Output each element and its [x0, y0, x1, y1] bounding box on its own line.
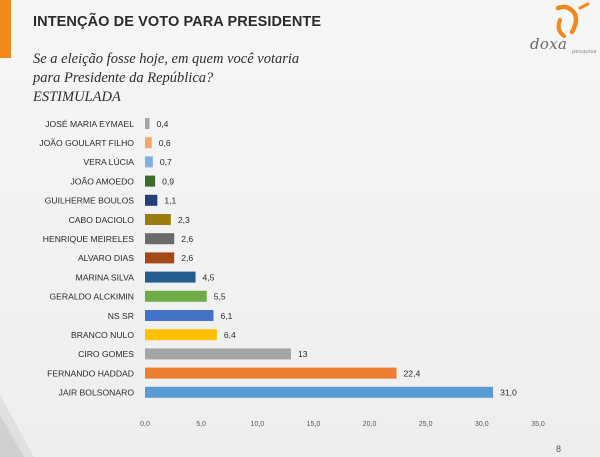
bars: [145, 118, 494, 398]
x-tick-label: 5,0: [196, 421, 206, 428]
category-label: GERALDO ALCKIMIN: [49, 292, 134, 302]
category-label: JAIR BOLSONARO: [59, 388, 135, 398]
category-label: MARINA SILVA: [76, 272, 135, 282]
bar: [145, 348, 291, 360]
x-tick-label: 25,0: [419, 421, 433, 428]
corner-decoration: [0, 395, 34, 457]
value-label: 13: [298, 349, 308, 359]
value-label: 0,4: [156, 119, 168, 129]
category-label: FERNANDO HADDAD: [47, 368, 134, 378]
category-label: JOÃO AMOEDO: [70, 176, 134, 186]
x-tick-label: 15,0: [307, 421, 321, 428]
x-tick-label: 0,0: [140, 421, 150, 428]
category-label: BRANCO NULO: [71, 330, 134, 340]
bar: [145, 386, 494, 398]
category-label: NS SR: [108, 311, 134, 321]
bar: [145, 367, 397, 379]
x-tick-label: 30,0: [475, 421, 489, 428]
value-label: 22,4: [404, 368, 421, 378]
value-label: 6,4: [224, 330, 236, 340]
value-label: 2,3: [178, 215, 190, 225]
bar: [145, 310, 214, 321]
value-label: 5,5: [214, 292, 226, 302]
logo-wordmark: doxa: [530, 35, 568, 53]
doxa-logo: doxa pesquisa: [528, 2, 596, 58]
page-number: 8: [556, 444, 562, 454]
bar: [145, 271, 196, 283]
value-label: 6,1: [220, 311, 232, 321]
value-label: 0,9: [162, 176, 174, 186]
accent-stripe: [0, 0, 11, 58]
survey-question: Se a eleição fosse hoje, em quem você vo…: [33, 51, 300, 105]
bar: [145, 175, 156, 187]
bar: [145, 252, 175, 264]
category-label: JOÃO GOULART FILHO: [39, 138, 134, 148]
value-label: 1,1: [164, 196, 176, 206]
category-label: CIRO GOMES: [78, 349, 134, 359]
category-label: ALVARO DIAS: [78, 253, 134, 263]
x-tick-label: 35,0: [531, 421, 545, 428]
value-label: 0,6: [159, 138, 171, 148]
x-tick-label: 20,0: [363, 421, 377, 428]
bar: [145, 137, 152, 149]
category-label: VERA LÚCIA: [83, 157, 134, 167]
logo-subtitle: pesquisa: [572, 49, 597, 55]
bar: [145, 233, 175, 245]
value-label: 2,6: [181, 234, 193, 244]
logo-mark-icon: [555, 2, 590, 38]
x-axis: 0,0 5,0 10,0 15,0 20,0 25,0 30,0 35,0: [140, 421, 545, 428]
category-label: GUILHERME BOULOS: [45, 196, 135, 206]
category-label: JOSÉ MARIA EYMAEL: [45, 119, 134, 129]
category-labels: JOSÉ MARIA EYMAEL JOÃO GOULART FILHO VERA …: [39, 119, 134, 398]
bar: [145, 118, 150, 129]
value-label: 4,5: [203, 272, 215, 282]
bar: [145, 156, 153, 168]
value-label: 2,6: [181, 253, 193, 263]
category-label: HENRIQUE MEIRELES: [43, 234, 134, 244]
bar: [145, 214, 171, 225]
value-label: 31,0: [500, 388, 517, 398]
bar: [145, 194, 158, 206]
bar: [145, 329, 217, 341]
page-title: INTENÇÃO DE VOTO PARA PRESIDENTE: [33, 14, 322, 30]
category-label: CABO DACIOLO: [69, 215, 135, 225]
bar: [145, 290, 207, 302]
bar-chart: JOSÉ MARIA EYMAEL JOÃO GOULART FILHO VERA …: [39, 118, 545, 428]
x-tick-label: 10,0: [250, 421, 264, 428]
value-label: 0,7: [160, 157, 172, 167]
value-labels: 0,4 0,6 0,7 0,9 1,12,3 2,6 2,6 4,5 5,5 6,1 6,4 13 22…: [156, 119, 517, 398]
